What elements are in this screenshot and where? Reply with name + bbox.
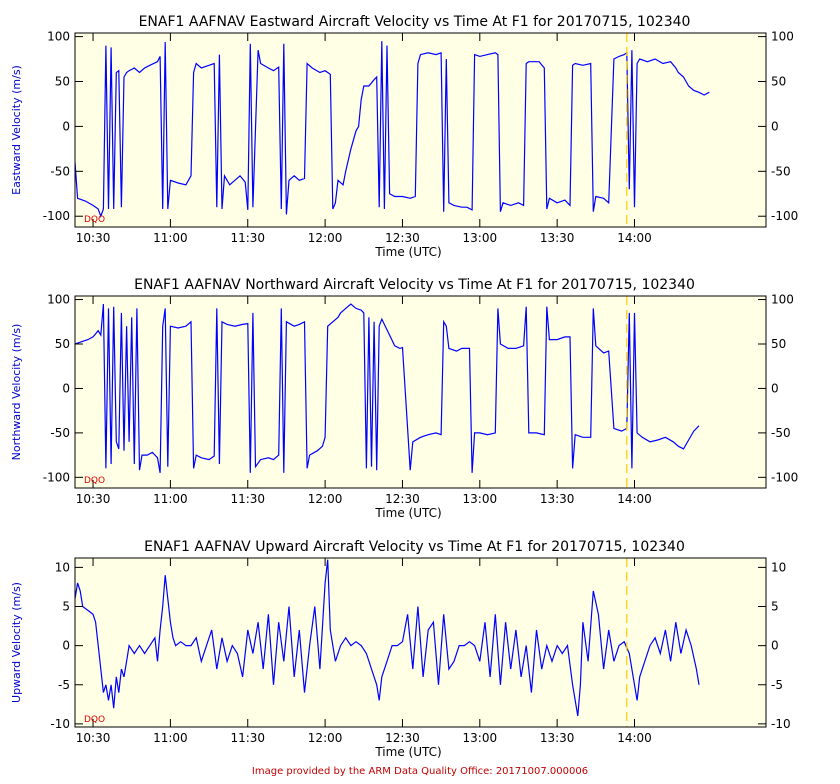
eastward-plot-area <box>75 33 766 227</box>
eastward-ytick-label-left: 0 <box>62 119 70 133</box>
upward-x-axis-label: Time (UTC) <box>374 745 441 759</box>
northward-ytick-label-right: 100 <box>771 293 794 307</box>
upward-panel: ENAF1 AAFNAV Upward Aircraft Velocity vs… <box>10 539 791 759</box>
upward-xtick-label: 13:00 <box>463 731 498 745</box>
upward-xtick-label: 10:30 <box>76 731 111 745</box>
eastward-xtick-label: 14:00 <box>617 231 652 245</box>
upward-ytick-label-right: 0 <box>771 639 779 653</box>
northward-ytick-label-right: 0 <box>771 381 779 395</box>
eastward-ytick-label-right: -100 <box>771 209 798 223</box>
upward-ytick-label-left: -10 <box>50 717 70 731</box>
upward-y-axis-label: Upward Velocity (m/s) <box>10 582 23 703</box>
northward-xtick-label: 12:00 <box>308 492 343 506</box>
northward-ytick-label-left: 50 <box>55 337 70 351</box>
eastward-xtick-label: 13:00 <box>463 231 498 245</box>
upward-xtick-label: 11:00 <box>153 731 188 745</box>
upward-xtick-label: 11:30 <box>230 731 265 745</box>
northward-xtick-label: 11:30 <box>230 492 265 506</box>
northward-y-axis-label: Northward Velocity (m/s) <box>10 324 23 461</box>
northward-panel: ENAF1 AAFNAV Northward Aircraft Velocity… <box>10 277 798 520</box>
upward-ytick-label-left: 5 <box>62 600 70 614</box>
footer-credit: Image provided by the ARM Data Quality O… <box>251 766 589 777</box>
upward-chart-title: ENAF1 AAFNAV Upward Aircraft Velocity vs… <box>144 539 685 555</box>
eastward-ytick-label-left: -50 <box>50 164 70 178</box>
northward-xtick-label: 12:30 <box>385 492 420 506</box>
northward-series-line-0 <box>75 303 700 474</box>
eastward-ytick-label-right: 100 <box>771 30 794 44</box>
eastward-xtick-label: 12:00 <box>308 231 343 245</box>
northward-xtick-label: 11:00 <box>153 492 188 506</box>
northward-xtick-label: 13:30 <box>540 492 575 506</box>
northward-ytick-label-right: -100 <box>771 470 798 484</box>
northward-ytick-label-left: 100 <box>47 293 70 307</box>
northward-xtick-label: 10:30 <box>76 492 111 506</box>
eastward-plot-frame <box>74 32 767 228</box>
eastward-ytick-label-left: 50 <box>55 75 70 89</box>
northward-xtick-label: 14:00 <box>617 492 652 506</box>
eastward-xtick-label: 11:00 <box>153 231 188 245</box>
northward-ytick-label-left: -50 <box>50 426 70 440</box>
northward-plot-area <box>75 296 766 488</box>
upward-xtick-label: 13:30 <box>540 731 575 745</box>
northward-xtick-label: 13:00 <box>463 492 498 506</box>
upward-xtick-label: 14:00 <box>617 731 652 745</box>
upward-series-line-0 <box>75 559 700 717</box>
eastward-ytick-label-right: 0 <box>771 119 779 133</box>
northward-x-axis-label: Time (UTC) <box>374 506 441 520</box>
eastward-xtick-label: 10:30 <box>76 231 111 245</box>
eastward-series-line-0 <box>75 41 710 218</box>
eastward-xtick-label: 12:30 <box>385 231 420 245</box>
upward-xtick-label: 12:30 <box>385 731 420 745</box>
eastward-ytick-label-left: -100 <box>43 209 70 223</box>
northward-chart-title: ENAF1 AAFNAV Northward Aircraft Velocity… <box>134 277 695 293</box>
northward-ytick-label-left: 0 <box>62 381 70 395</box>
upward-ytick-label-right: 10 <box>771 560 786 574</box>
upward-dqo-label: DQO <box>84 715 105 725</box>
eastward-ytick-label-right: -50 <box>771 164 791 178</box>
eastward-ytick-label-right: 50 <box>771 75 786 89</box>
eastward-y-axis-label: Eastward Velocity (m/s) <box>10 65 23 195</box>
upward-plot-frame <box>74 557 767 728</box>
upward-ytick-label-left: -5 <box>58 678 70 692</box>
eastward-ytick-label-left: 100 <box>47 30 70 44</box>
upward-ytick-label-right: -5 <box>771 678 783 692</box>
northward-ytick-label-right: -50 <box>771 426 791 440</box>
northward-ytick-label-right: 50 <box>771 337 786 351</box>
upward-ytick-label-left: 0 <box>62 639 70 653</box>
northward-ytick-label-left: -100 <box>43 470 70 484</box>
upward-ytick-label-left: 10 <box>55 560 70 574</box>
northward-plot-frame <box>74 295 767 489</box>
eastward-x-axis-label: Time (UTC) <box>374 245 441 259</box>
eastward-chart-title: ENAF1 AAFNAV Eastward Aircraft Velocity … <box>139 14 691 30</box>
eastward-dqo-label: DQO <box>84 215 105 225</box>
eastward-xtick-label: 13:30 <box>540 231 575 245</box>
northward-dqo-label: DQO <box>84 476 105 486</box>
upward-ytick-label-right: 5 <box>771 600 779 614</box>
eastward-panel: ENAF1 AAFNAV Eastward Aircraft Velocity … <box>10 14 798 259</box>
upward-ytick-label-right: -10 <box>771 717 791 731</box>
upward-xtick-label: 12:00 <box>308 731 343 745</box>
eastward-xtick-label: 11:30 <box>230 231 265 245</box>
